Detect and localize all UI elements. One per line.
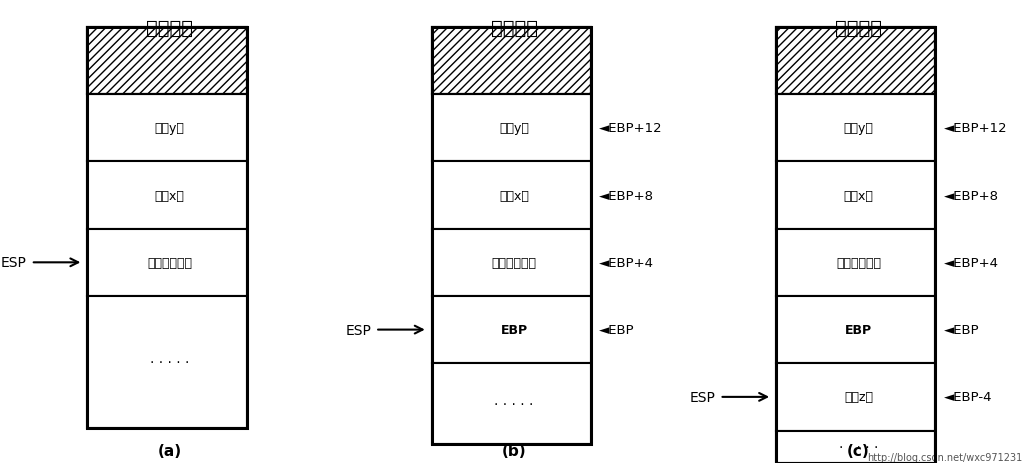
Bar <box>87 28 247 428</box>
Bar <box>776 363 935 431</box>
Text: 参数y值: 参数y值 <box>499 122 529 135</box>
Text: ◄EBP+8: ◄EBP+8 <box>599 189 655 202</box>
Text: 参数y值: 参数y值 <box>843 122 874 135</box>
Text: ◄EBP+8: ◄EBP+8 <box>944 189 999 202</box>
Text: 返回地址偏移: 返回地址偏移 <box>836 256 881 269</box>
Text: · · · · ·: · · · · · <box>494 397 534 411</box>
Text: ESP: ESP <box>1 256 27 270</box>
Text: 堆栈底部: 堆栈底部 <box>490 19 538 38</box>
Text: 参数y值: 参数y值 <box>154 122 185 135</box>
Bar <box>432 229 591 296</box>
Text: (a): (a) <box>157 444 182 458</box>
Text: ◄EBP+12: ◄EBP+12 <box>599 122 663 135</box>
Bar <box>776 296 935 363</box>
Bar <box>432 95 591 162</box>
Text: ◄EBP+12: ◄EBP+12 <box>944 122 1007 135</box>
Bar <box>776 28 935 95</box>
Bar <box>776 95 935 162</box>
Text: 参数x值: 参数x值 <box>154 189 185 202</box>
Bar <box>776 229 935 296</box>
Text: 堆栈底部: 堆栈底部 <box>146 19 193 38</box>
Bar <box>87 296 247 428</box>
Bar <box>776 162 935 229</box>
Bar <box>87 28 247 95</box>
Text: EBP: EBP <box>501 323 527 337</box>
Text: ESP: ESP <box>690 390 715 404</box>
Text: 堆栈底部: 堆栈底部 <box>835 19 882 38</box>
Text: · · · · ·: · · · · · <box>839 440 878 454</box>
Bar <box>432 28 591 95</box>
Text: 返回地址偏移: 返回地址偏移 <box>491 256 537 269</box>
Bar <box>432 363 591 444</box>
Bar <box>776 431 935 463</box>
Text: (b): (b) <box>502 444 526 458</box>
Text: ◄EBP: ◄EBP <box>944 323 980 337</box>
Bar <box>432 162 591 229</box>
Text: 变量z值: 变量z值 <box>844 390 873 404</box>
Bar <box>432 28 591 95</box>
Text: 返回地址偏移: 返回地址偏移 <box>147 256 192 269</box>
Bar <box>432 296 591 363</box>
Text: ◄EBP+4: ◄EBP+4 <box>599 256 655 269</box>
Text: 参数x值: 参数x值 <box>499 189 529 202</box>
Text: · · · · ·: · · · · · <box>150 355 189 369</box>
Text: ◄EBP+4: ◄EBP+4 <box>944 256 999 269</box>
Bar <box>87 229 247 296</box>
Text: ◄EBP: ◄EBP <box>599 323 635 337</box>
Text: (c): (c) <box>847 444 870 458</box>
Bar <box>87 95 247 162</box>
Text: EBP: EBP <box>845 323 872 337</box>
Text: ◄EBP-4: ◄EBP-4 <box>944 390 992 404</box>
Text: 参数x值: 参数x值 <box>843 189 874 202</box>
Text: ESP: ESP <box>345 323 371 337</box>
Bar <box>87 28 247 95</box>
Bar <box>776 28 935 95</box>
Text: http://blog.csdn.net/wxc971231: http://blog.csdn.net/wxc971231 <box>868 452 1023 462</box>
Bar <box>776 28 935 463</box>
Bar <box>432 28 591 444</box>
Bar <box>87 162 247 229</box>
